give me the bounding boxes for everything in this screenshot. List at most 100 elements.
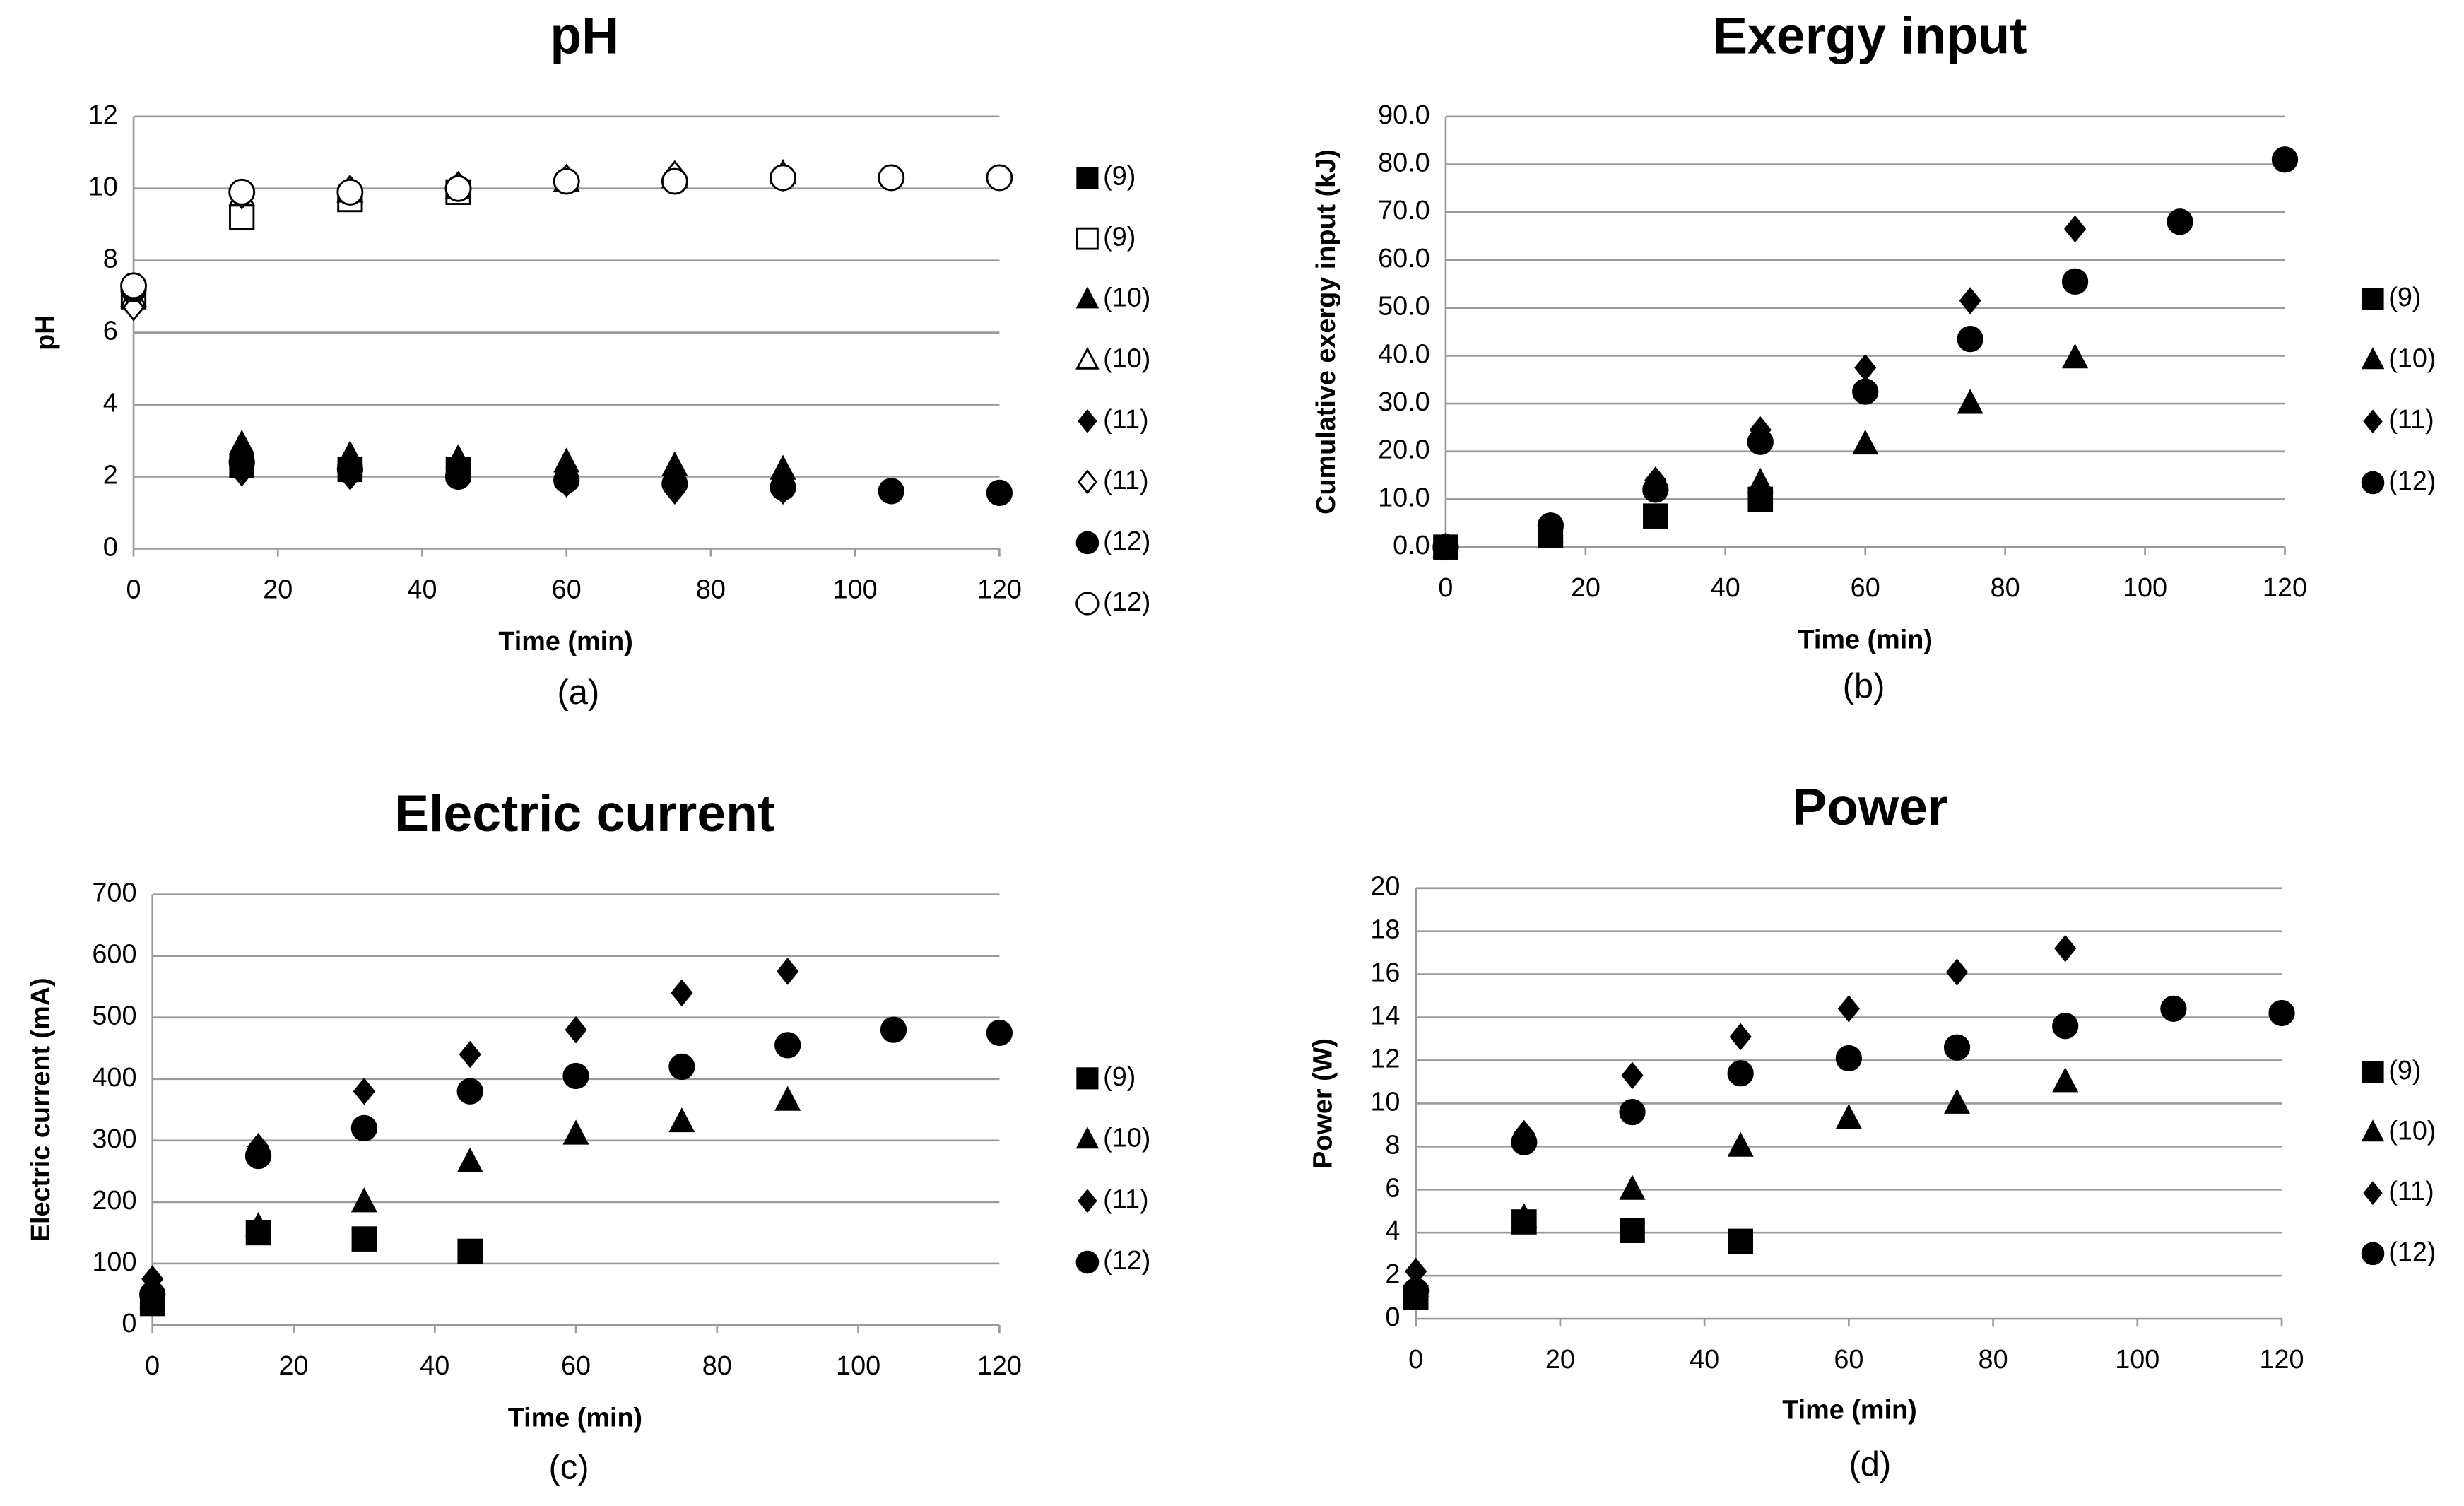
- y-tick-label: 90.0: [1378, 100, 1430, 130]
- x-tick-label: 120: [2260, 1345, 2304, 1375]
- legend-label: (10): [2388, 344, 2436, 374]
- data-point: [1835, 1104, 1862, 1129]
- x-tick-label: 80: [696, 575, 726, 604]
- data-point: [1642, 476, 1669, 503]
- y-tick-label: 50.0: [1378, 292, 1430, 322]
- data-point: [1511, 1203, 1538, 1228]
- data-point: [2064, 215, 2087, 243]
- y-tick-label: 16: [1370, 958, 1400, 988]
- y-axis-label: Electric current (mA): [26, 977, 56, 1242]
- data-point: [1945, 958, 1969, 986]
- data-point: [1619, 1098, 1646, 1126]
- legend-symbol: [1075, 286, 1100, 309]
- caption: (d): [1849, 1445, 1891, 1483]
- caption: (c): [549, 1448, 589, 1486]
- data-point: [880, 1016, 907, 1043]
- legend-symbol: [2361, 1119, 2385, 1142]
- legend-symbol: [1078, 408, 1097, 433]
- x-tick-label: 100: [833, 575, 878, 604]
- legend-label: (10): [2388, 1117, 2436, 1146]
- data-point: [350, 1187, 377, 1213]
- legend-label: (10): [1103, 283, 1150, 313]
- data-point: [553, 466, 580, 494]
- data-point: [245, 1211, 272, 1237]
- data-point: [1432, 534, 1459, 560]
- data-point: [986, 1019, 1013, 1047]
- data-point: [668, 1107, 695, 1133]
- data-point: [1959, 287, 1981, 314]
- y-tick-label: 20: [1370, 872, 1400, 902]
- data-point: [444, 463, 472, 490]
- data-point: [2052, 1067, 2079, 1093]
- x-tick-label: 80: [1979, 1345, 2008, 1375]
- data-point: [1854, 354, 1877, 382]
- y-tick-label: 0: [122, 1309, 136, 1339]
- data-point: [770, 164, 796, 192]
- data-point: [774, 1086, 801, 1111]
- data-point: [1620, 1218, 1645, 1243]
- y-tick-label: 12: [88, 100, 118, 130]
- legend-label: (11): [2388, 1177, 2434, 1206]
- data-point: [1957, 389, 1983, 414]
- legend-symbol: [1077, 469, 1098, 495]
- caption: (a): [557, 673, 599, 712]
- y-tick-label: 100: [92, 1247, 136, 1277]
- x-tick-label: 0: [1438, 573, 1453, 603]
- y-tick-label: 6: [103, 317, 118, 346]
- legend-symbol: [1076, 167, 1099, 189]
- chart-title: Electric current: [394, 784, 774, 842]
- data-point: [1729, 1023, 1752, 1051]
- data-point: [122, 293, 146, 322]
- data-point: [2054, 934, 2077, 963]
- chart-title: Exergy input: [1713, 6, 2027, 64]
- data-point: [774, 1032, 801, 1059]
- data-point: [351, 1226, 377, 1252]
- legend-symbol: [1075, 346, 1100, 370]
- data-point: [444, 175, 472, 202]
- legend-symbol: [1078, 1189, 1097, 1213]
- y-tick-label: 400: [92, 1063, 136, 1093]
- data-point: [2268, 999, 2295, 1027]
- data-point: [1957, 326, 1983, 353]
- data-point: [1747, 468, 1774, 493]
- x-tick-label: 100: [2115, 1345, 2159, 1375]
- data-point: [878, 478, 904, 505]
- y-tick-label: 0.0: [1393, 531, 1430, 560]
- y-tick-label: 40.0: [1378, 339, 1430, 369]
- legend-label: (12): [2388, 1237, 2436, 1267]
- x-tick-label: 40: [1711, 573, 1740, 603]
- legend-label: (12): [2388, 466, 2436, 496]
- data-point: [353, 1077, 375, 1105]
- legend-label: (9): [1103, 223, 1136, 252]
- data-point: [770, 474, 796, 501]
- data-point: [878, 164, 905, 192]
- data-point: [661, 471, 688, 498]
- data-point: [1747, 428, 1774, 455]
- data-point: [336, 178, 364, 206]
- y-tick-label: 0: [1385, 1302, 1400, 1332]
- data-point: [562, 1062, 589, 1090]
- y-tick-label: 10.0: [1378, 483, 1430, 512]
- y-tick-label: 80.0: [1378, 148, 1430, 178]
- y-tick-label: 6: [1385, 1173, 1400, 1203]
- legend-label: (11): [1103, 405, 1148, 435]
- legend-symbol: [1076, 1067, 1099, 1090]
- x-tick-label: 20: [263, 575, 293, 604]
- x-tick-label: 120: [977, 1351, 1022, 1381]
- x-tick-label: 0: [126, 575, 141, 604]
- x-tick-label: 100: [2123, 573, 2167, 603]
- legend-label: (9): [2388, 1056, 2421, 1086]
- x-axis-label: Time (min): [1782, 1395, 1916, 1425]
- y-tick-label: 30.0: [1378, 387, 1430, 417]
- data-point: [336, 456, 363, 483]
- caption: (b): [1843, 667, 1885, 705]
- legend-label: (10): [1103, 1124, 1150, 1153]
- legend-label: (9): [1103, 162, 1136, 192]
- data-point: [553, 167, 580, 195]
- x-tick-label: 20: [278, 1351, 308, 1381]
- data-point: [1852, 378, 1879, 405]
- y-axis-label: Power (W): [1309, 1038, 1338, 1169]
- x-tick-label: 20: [1545, 1345, 1575, 1375]
